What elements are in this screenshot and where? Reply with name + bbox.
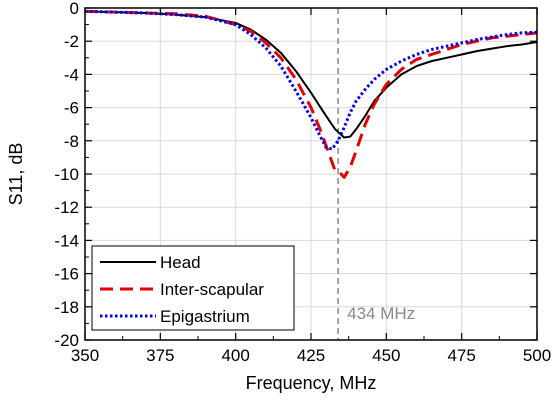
legend-label: Epigastrium bbox=[160, 307, 250, 326]
series-lines bbox=[84, 9, 538, 179]
series-line-epigastrium bbox=[84, 9, 538, 151]
y-tick-label: -8 bbox=[64, 132, 79, 151]
y-tick-label: -14 bbox=[54, 231, 79, 250]
tick-labels: 350 375 400 425 450 475 500 0 -2 -4 -6 -8 -10 -12 -14 -… bbox=[54, 0, 551, 365]
marker-434: 434 MHz bbox=[337, 8, 415, 340]
y-tick-label: -2 bbox=[64, 32, 79, 51]
y-axis-title: S11, dB bbox=[6, 143, 26, 206]
axis-ticks bbox=[84, 7, 538, 341]
y-tick-label: -12 bbox=[54, 198, 79, 217]
x-tick-label: 475 bbox=[447, 346, 475, 365]
x-axis-title: Frequency, MHz bbox=[246, 373, 377, 393]
y-tick-label: -4 bbox=[64, 65, 79, 84]
x-tick-label: 450 bbox=[372, 346, 400, 365]
legend-label: Head bbox=[160, 253, 201, 272]
x-tick-label: 375 bbox=[146, 346, 174, 365]
marker-label: 434 MHz bbox=[347, 304, 415, 323]
legend-label: Inter-scapular bbox=[160, 280, 264, 299]
y-tick-label: -18 bbox=[54, 298, 79, 317]
y-tick-label: -10 bbox=[54, 165, 79, 184]
x-tick-label: 500 bbox=[523, 346, 551, 365]
legend: Head Inter-scapular Epigastrium bbox=[91, 245, 295, 331]
y-tick-label: -16 bbox=[54, 265, 79, 284]
y-tick-label: 0 bbox=[70, 0, 79, 18]
y-tick-label: -6 bbox=[64, 99, 79, 118]
x-tick-label: 350 bbox=[71, 346, 99, 365]
series-line-inter-scapular bbox=[84, 9, 538, 179]
x-tick-label: 425 bbox=[297, 346, 325, 365]
y-tick-label: -20 bbox=[54, 331, 79, 350]
x-tick-label: 400 bbox=[221, 346, 249, 365]
